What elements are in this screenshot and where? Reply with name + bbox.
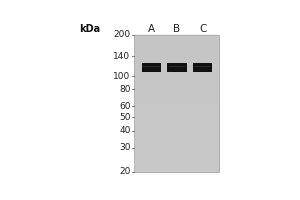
Bar [167,63,187,72]
Bar [169,66,185,67]
Text: 20: 20 [119,167,130,176]
Text: 50: 50 [119,113,130,122]
Text: 60: 60 [119,102,130,111]
Bar [193,63,212,72]
Text: 30: 30 [119,143,130,152]
Bar [142,63,161,72]
Text: 200: 200 [113,30,130,39]
Bar [194,66,211,67]
Bar [143,66,160,67]
Text: A: A [148,24,155,34]
Text: 40: 40 [119,126,130,135]
Text: 80: 80 [119,85,130,94]
Text: C: C [199,24,206,34]
Text: B: B [173,24,181,34]
Text: kDa: kDa [79,24,100,34]
Text: 100: 100 [113,72,130,81]
Bar [134,35,219,172]
Text: 140: 140 [113,52,130,61]
